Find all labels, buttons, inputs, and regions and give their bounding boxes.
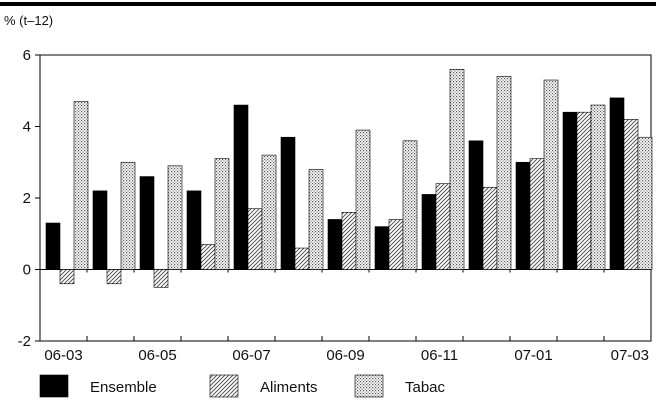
legend-label: Ensemble [90, 379, 157, 396]
bars-group [45, 69, 653, 288]
bar-tabac-07-02 [590, 104, 606, 270]
y-tick-label: 2 [23, 190, 31, 207]
bar-tabac-06-04 [120, 161, 136, 270]
bar-tabac-07-03 [637, 136, 653, 270]
legend-swatch [209, 374, 239, 398]
y-tick-label: 0 [23, 262, 31, 279]
bar-ensemble-06-07 [233, 104, 249, 270]
bar-tabac-06-08 [308, 169, 324, 270]
x-tick-label: 06-07 [232, 347, 270, 364]
legend-label: Aliments [260, 379, 318, 396]
top-rule [0, 2, 656, 6]
bar-tabac-06-10 [402, 140, 418, 270]
series-tabac [73, 69, 653, 270]
bar-aliments-06-07 [247, 208, 263, 270]
y-axis: 6 4 2 0 -2 [18, 47, 40, 350]
legend-item-ensemble: Ensemble [39, 374, 157, 398]
bar-aliments-06-09 [341, 212, 357, 270]
y-tick-label: -2 [18, 333, 31, 350]
bar-ensemble-07-02 [562, 111, 578, 270]
bar-tabac-06-07 [261, 154, 277, 270]
bar-ensemble-06-03 [45, 222, 61, 270]
bar-aliments-06-03 [59, 269, 75, 285]
bar-ensemble-06-10 [374, 226, 390, 270]
x-tick-label: 06-11 [421, 347, 458, 364]
series-ensemble [45, 97, 625, 270]
bar-aliments-07-03 [623, 119, 639, 270]
bar-aliments-06-08 [294, 247, 310, 270]
unit-label: % (t–12) [4, 13, 53, 28]
bar-tabac-06-03 [73, 101, 89, 270]
bar-tabac-06-11 [449, 69, 465, 270]
bar-aliments-07-01 [529, 158, 545, 270]
x-tick-label: 07-03 [611, 347, 649, 364]
bar-aliments-06-12 [482, 186, 498, 270]
bar-ensemble-06-09 [327, 219, 343, 270]
bar-tabac-06-12 [496, 76, 512, 270]
series-aliments [59, 111, 639, 288]
x-tick-label: 06-09 [326, 347, 364, 364]
bar-tabac-06-05 [167, 165, 183, 270]
bar-aliments-06-11 [435, 183, 451, 270]
bar-ensemble-06-04 [92, 190, 108, 270]
bar-ensemble-06-12 [468, 140, 484, 270]
x-axis: 06-03 06-05 06-07 06-09 06-11 07-01 07-03 [44, 336, 649, 364]
x-tick-label: 06-03 [44, 347, 82, 364]
legend-swatch [39, 374, 69, 398]
legend-swatch [354, 374, 384, 398]
bar-ensemble-07-01 [515, 161, 531, 270]
x-tick-label: 07-01 [514, 347, 552, 364]
bar-ensemble-06-08 [280, 136, 296, 270]
y-tick-label: 4 [23, 119, 31, 136]
bar-ensemble-06-05 [139, 176, 155, 270]
legend-item-tabac: Tabac [354, 374, 446, 398]
bar-aliments-06-10 [388, 219, 404, 270]
bar-tabac-07-01 [543, 79, 559, 270]
x-tick-label: 06-05 [138, 347, 176, 364]
bar-aliments-06-04 [106, 269, 122, 285]
legend: Ensemble Aliments Tabac [39, 374, 446, 398]
bar-tabac-06-06 [214, 158, 230, 270]
bar-aliments-07-02 [576, 111, 592, 270]
legend-item-aliments: Aliments [209, 374, 318, 398]
bar-aliments-06-06 [200, 244, 216, 270]
bar-ensemble-07-03 [609, 97, 625, 270]
bar-ensemble-06-06 [186, 190, 202, 270]
bar-ensemble-06-11 [421, 194, 437, 270]
legend-label: Tabac [405, 379, 446, 396]
y-tick-label: 6 [23, 47, 31, 64]
bar-tabac-06-09 [355, 129, 371, 270]
bar-aliments-06-05 [153, 269, 169, 288]
